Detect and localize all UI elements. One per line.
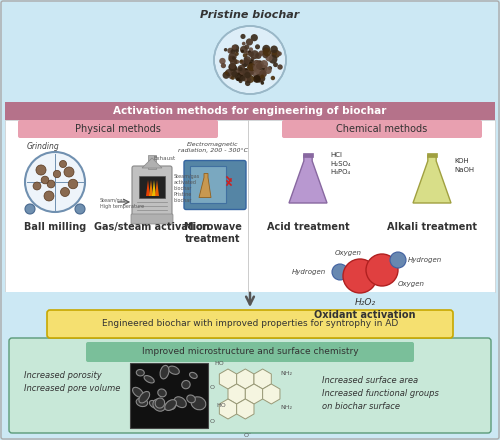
- Circle shape: [273, 62, 278, 67]
- Circle shape: [257, 65, 262, 70]
- Circle shape: [54, 170, 60, 178]
- Text: Gas/steam activation: Gas/steam activation: [94, 222, 210, 232]
- Ellipse shape: [174, 397, 186, 407]
- Ellipse shape: [136, 398, 147, 407]
- Bar: [139, 176, 165, 198]
- Circle shape: [231, 64, 234, 68]
- Circle shape: [243, 53, 248, 58]
- Polygon shape: [149, 180, 153, 196]
- Circle shape: [60, 161, 66, 168]
- Ellipse shape: [191, 397, 206, 410]
- Circle shape: [252, 69, 261, 77]
- Circle shape: [238, 65, 246, 73]
- Ellipse shape: [187, 395, 196, 403]
- Circle shape: [228, 48, 233, 54]
- Text: Oxygen: Oxygen: [398, 281, 425, 287]
- Circle shape: [230, 49, 235, 54]
- Polygon shape: [262, 384, 280, 404]
- FancyBboxPatch shape: [9, 338, 491, 433]
- Circle shape: [240, 59, 244, 65]
- Circle shape: [260, 60, 268, 68]
- Circle shape: [219, 58, 226, 64]
- Circle shape: [256, 69, 264, 77]
- Circle shape: [268, 66, 272, 70]
- Ellipse shape: [182, 381, 190, 389]
- Text: Steam/gas
activated
biochar: Steam/gas activated biochar: [174, 174, 200, 191]
- Circle shape: [242, 70, 252, 79]
- Circle shape: [232, 44, 239, 52]
- Text: Hydrogen: Hydrogen: [292, 269, 326, 275]
- Text: HO: HO: [216, 403, 226, 408]
- Text: Chemical methods: Chemical methods: [336, 124, 428, 134]
- Ellipse shape: [165, 400, 176, 411]
- Polygon shape: [236, 399, 254, 419]
- Circle shape: [238, 66, 242, 71]
- FancyBboxPatch shape: [131, 214, 173, 224]
- Bar: [303, 153, 313, 157]
- Ellipse shape: [190, 372, 197, 378]
- Text: Acid treatment: Acid treatment: [266, 222, 349, 232]
- Circle shape: [252, 60, 261, 69]
- Circle shape: [390, 252, 406, 268]
- FancyBboxPatch shape: [184, 161, 246, 209]
- Circle shape: [253, 75, 261, 83]
- Circle shape: [260, 65, 268, 72]
- Circle shape: [240, 70, 245, 75]
- Polygon shape: [152, 180, 156, 196]
- Text: Increased surface area
Increased functional groups
on biochar surface: Increased surface area Increased functio…: [322, 376, 439, 411]
- Polygon shape: [220, 399, 236, 419]
- Circle shape: [231, 76, 235, 80]
- Circle shape: [262, 47, 269, 54]
- Circle shape: [250, 66, 255, 70]
- Circle shape: [235, 73, 244, 81]
- Polygon shape: [236, 369, 254, 389]
- Ellipse shape: [132, 387, 143, 397]
- Circle shape: [244, 57, 248, 62]
- Ellipse shape: [166, 400, 176, 410]
- Text: KOH
NaOH: KOH NaOH: [454, 158, 474, 172]
- Circle shape: [245, 59, 250, 64]
- Circle shape: [68, 179, 78, 189]
- Circle shape: [243, 68, 248, 74]
- Polygon shape: [413, 155, 451, 203]
- Circle shape: [253, 76, 256, 79]
- Text: Electromagnetic
radiation, 200 - 300°C: Electromagnetic radiation, 200 - 300°C: [178, 142, 248, 153]
- Circle shape: [254, 77, 259, 82]
- Circle shape: [255, 53, 262, 59]
- Bar: [427, 153, 437, 157]
- Text: Oxidant activation: Oxidant activation: [314, 310, 416, 320]
- Circle shape: [25, 204, 35, 214]
- Circle shape: [248, 70, 253, 75]
- Text: H₂O₂: H₂O₂: [354, 298, 376, 307]
- Circle shape: [244, 72, 251, 78]
- Text: Pristine biochar: Pristine biochar: [200, 10, 300, 20]
- Circle shape: [253, 68, 257, 73]
- Text: Alkali treatment: Alkali treatment: [387, 222, 477, 232]
- Circle shape: [248, 48, 253, 52]
- Circle shape: [278, 51, 282, 56]
- Circle shape: [242, 42, 246, 45]
- Circle shape: [247, 65, 252, 70]
- Circle shape: [258, 75, 266, 82]
- Circle shape: [263, 48, 271, 56]
- Circle shape: [254, 76, 258, 81]
- Circle shape: [232, 45, 236, 50]
- Ellipse shape: [168, 366, 179, 374]
- Circle shape: [259, 70, 266, 77]
- Circle shape: [246, 51, 250, 55]
- Circle shape: [235, 49, 239, 53]
- Polygon shape: [199, 173, 211, 198]
- Ellipse shape: [160, 365, 169, 379]
- Circle shape: [270, 45, 278, 53]
- Circle shape: [225, 69, 232, 76]
- Polygon shape: [289, 155, 327, 203]
- Circle shape: [238, 79, 242, 83]
- Circle shape: [250, 34, 258, 41]
- Circle shape: [242, 60, 248, 67]
- Circle shape: [255, 44, 260, 49]
- Circle shape: [60, 187, 70, 197]
- Text: Pristine
biochar: Pristine biochar: [174, 192, 193, 203]
- Bar: [130, 363, 208, 428]
- Polygon shape: [246, 384, 262, 404]
